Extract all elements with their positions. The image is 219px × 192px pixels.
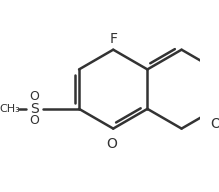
Text: S: S (30, 102, 39, 116)
Text: F: F (109, 32, 117, 46)
Text: O: O (210, 117, 219, 131)
Text: O: O (30, 90, 39, 103)
Text: O: O (30, 114, 39, 127)
Text: O: O (106, 137, 117, 151)
Text: CH₃: CH₃ (0, 104, 20, 114)
